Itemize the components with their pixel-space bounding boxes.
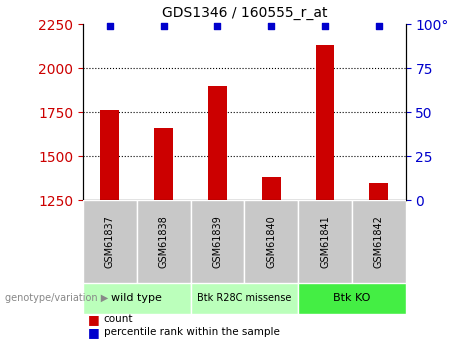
Bar bbox=[83, 283, 190, 314]
Text: Btk KO: Btk KO bbox=[333, 294, 371, 303]
Text: Btk R28C missense: Btk R28C missense bbox=[197, 294, 291, 303]
Title: GDS1346 / 160555_r_at: GDS1346 / 160555_r_at bbox=[161, 6, 327, 20]
Point bbox=[160, 23, 167, 29]
Bar bbox=[298, 200, 352, 283]
Text: genotype/variation ▶: genotype/variation ▶ bbox=[5, 294, 108, 303]
Bar bbox=[83, 200, 137, 283]
Text: GSM61837: GSM61837 bbox=[105, 215, 115, 268]
Bar bbox=[137, 200, 190, 283]
Bar bbox=[369, 183, 388, 200]
Text: GSM61840: GSM61840 bbox=[266, 215, 276, 268]
Point bbox=[375, 23, 383, 29]
Point bbox=[106, 23, 113, 29]
Bar bbox=[244, 200, 298, 283]
Text: GSM61839: GSM61839 bbox=[213, 215, 223, 268]
Point bbox=[321, 23, 329, 29]
Text: GSM61838: GSM61838 bbox=[159, 215, 169, 268]
Bar bbox=[154, 128, 173, 200]
Text: ■: ■ bbox=[88, 326, 99, 339]
Bar bbox=[190, 200, 244, 283]
Bar bbox=[208, 86, 227, 200]
Point bbox=[267, 23, 275, 29]
Text: percentile rank within the sample: percentile rank within the sample bbox=[104, 327, 280, 337]
Bar bbox=[316, 45, 334, 200]
Bar bbox=[262, 177, 281, 200]
Text: wild type: wild type bbox=[111, 294, 162, 303]
Text: ■: ■ bbox=[88, 313, 99, 326]
Bar bbox=[190, 283, 298, 314]
Bar bbox=[298, 283, 406, 314]
Bar bbox=[352, 200, 406, 283]
Text: GSM61841: GSM61841 bbox=[320, 215, 330, 268]
Bar bbox=[100, 110, 119, 200]
Text: count: count bbox=[104, 314, 133, 324]
Text: GSM61842: GSM61842 bbox=[374, 215, 384, 268]
Point bbox=[214, 23, 221, 29]
